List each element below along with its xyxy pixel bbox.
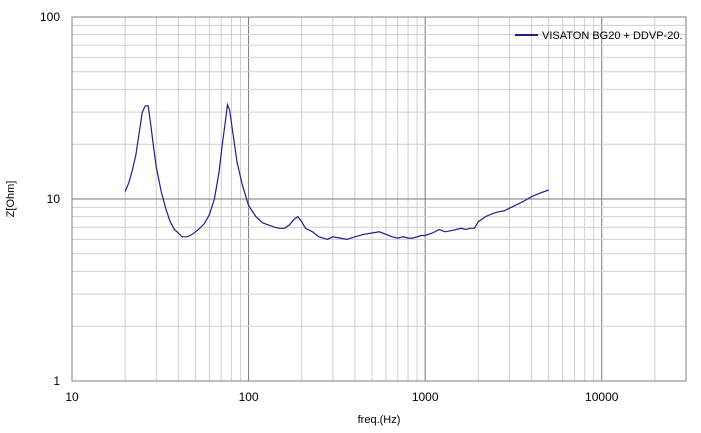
- legend-label: VISATON BG20 + DDVP-20.: [542, 30, 683, 42]
- plot-area: [71, 16, 687, 382]
- tick-labels: 10 100 1000 10000 1 10 100: [40, 10, 619, 404]
- x-tick-label: 10000: [585, 390, 619, 404]
- y-tick-label: 10: [47, 192, 61, 206]
- x-tick-label: 100: [239, 390, 259, 404]
- x-axis-label: freq.(Hz): [358, 414, 401, 426]
- impedance-curve: [124, 102, 549, 241]
- x-tick-label: 10: [65, 390, 79, 404]
- grid-lines: [72, 17, 686, 381]
- legend: VISATON BG20 + DDVP-20.: [515, 30, 683, 42]
- x-tick-label: 1000: [412, 390, 439, 404]
- y-tick-label: 100: [40, 10, 60, 24]
- y-tick-label: 1: [53, 374, 60, 388]
- y-axis-label: Z[Ohm]: [5, 181, 17, 218]
